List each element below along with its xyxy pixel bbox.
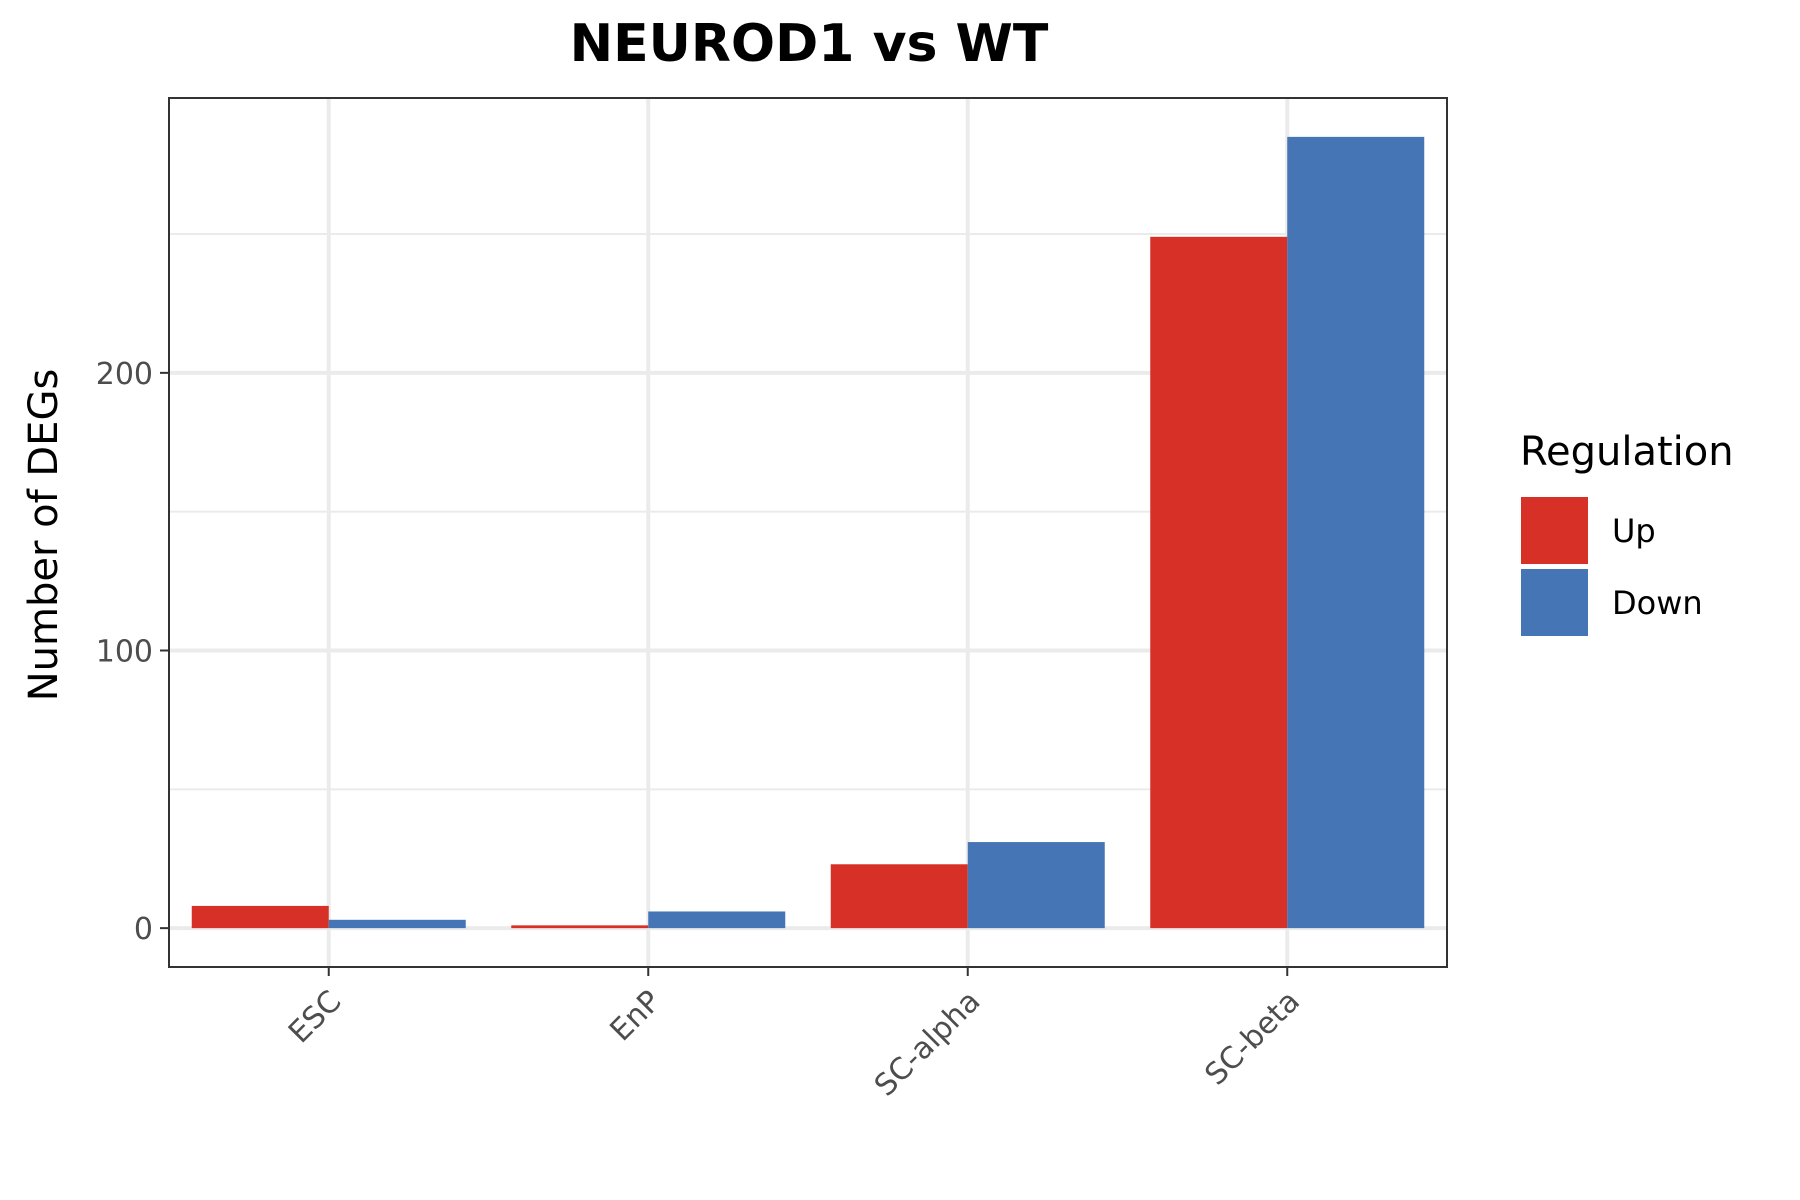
legend-key-up — [1521, 497, 1588, 564]
y-tick-label: 200 — [96, 357, 153, 392]
panel-border — [168, 97, 1448, 968]
bar-up-sc-alpha — [830, 864, 968, 929]
legend-key-down — [1521, 569, 1588, 636]
bar-down-enp — [648, 911, 786, 929]
bar-up-sc-beta — [1150, 236, 1288, 929]
legend-label-up: Up — [1612, 512, 1656, 550]
chart-title: NEUROD1 vs WT — [570, 14, 1049, 74]
legend-title: Regulation — [1520, 429, 1734, 475]
y-tick-label: 0 — [134, 912, 153, 947]
bar-up-esc — [191, 905, 329, 929]
legend-label-down: Down — [1612, 584, 1703, 622]
bar-up-enp — [511, 925, 649, 929]
y-tick-label: 100 — [96, 634, 153, 669]
bar-down-sc-alpha — [967, 842, 1105, 929]
legend: Regulation Up Down — [1520, 429, 1734, 636]
bar-down-esc — [328, 919, 466, 929]
y-axis-title: Number of DEGs — [21, 369, 67, 702]
bar-down-sc-beta — [1287, 136, 1425, 929]
